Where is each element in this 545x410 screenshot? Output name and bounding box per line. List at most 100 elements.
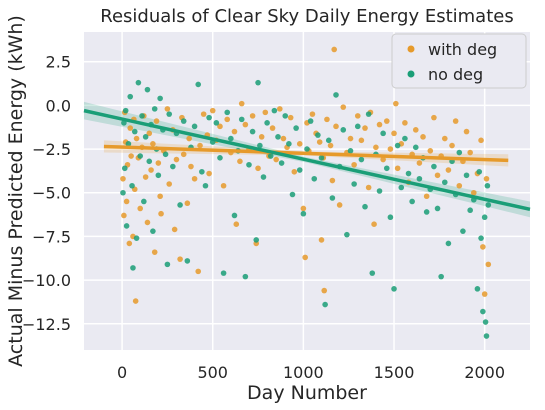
data-points [120,46,492,339]
data-point [195,81,202,88]
data-point [269,125,276,131]
x-tick-label: 0 [117,363,127,382]
legend-marker-with-deg [407,45,415,53]
data-point [166,181,173,187]
data-point [224,109,231,116]
data-point [255,165,261,172]
data-point [362,125,368,131]
data-point [195,268,202,275]
data-point [427,148,434,154]
data-point [242,273,249,280]
data-point [206,170,212,177]
legend-box [391,33,527,89]
data-point [220,270,227,276]
data-point [157,193,163,200]
data-point [282,113,289,119]
x-tick-label: 1000 [283,363,324,382]
data-point [273,156,279,163]
data-point [344,231,350,238]
data-point [155,172,162,179]
y-tick-label: −2.5 [32,140,71,159]
x-tick-label: 2000 [464,363,505,382]
data-point [383,165,390,172]
data-point [231,128,238,135]
data-point [180,151,187,158]
data-point [441,135,448,142]
data-point [481,214,488,221]
data-point [354,113,361,119]
data-point [158,210,164,217]
data-point [318,237,325,243]
data-point [351,181,357,187]
y-tick-label: −10.0 [22,271,71,290]
data-point [416,175,423,182]
data-point [484,182,491,189]
data-point [365,111,372,117]
data-point [380,130,386,137]
data-point [376,188,383,194]
data-point [480,244,486,250]
data-point [157,95,163,102]
data-point [289,191,296,198]
data-point [369,270,376,276]
data-point [380,156,386,163]
data-point [470,189,477,196]
data-point [153,118,160,124]
data-point [120,189,126,196]
data-point [130,265,136,271]
data-point [402,135,408,142]
data-point [445,240,452,247]
data-point [449,142,455,149]
data-point [434,172,441,179]
data-point [318,155,325,161]
data-point [376,121,383,128]
data-point [483,175,490,182]
data-point [191,123,198,130]
data-point [412,127,419,133]
data-point [177,202,183,208]
data-point [137,153,144,159]
data-point [329,177,336,184]
data-point [233,221,240,227]
data-point [188,163,194,170]
data-point [132,298,139,304]
data-point [416,160,423,166]
data-point [315,132,321,138]
data-point [142,134,149,140]
y-tick-label: −12.5 [22,315,71,334]
data-point [329,195,336,201]
data-point [431,114,437,121]
data-point [141,198,147,205]
data-point [296,167,303,173]
data-point [402,120,408,126]
data-point [293,125,299,131]
data-point [278,160,285,166]
data-point [197,142,203,149]
data-point [162,151,169,158]
data-point [434,205,441,212]
data-point [452,118,459,124]
data-point [483,333,490,339]
data-point [146,130,153,137]
chart-title: Residuals of Clear Sky Daily Energy Esti… [100,6,513,27]
data-point [280,135,287,142]
data-point [258,134,265,140]
data-point [476,168,483,175]
data-point [249,113,256,119]
data-point [423,193,430,200]
data-point [398,184,405,191]
data-point [164,106,171,112]
data-point [217,123,223,130]
data-point [296,141,303,147]
y-axis-label: Actual Minus Predicted Energy (kWh) [5,15,27,367]
data-point [478,137,484,144]
data-point [127,93,134,100]
data-point [463,128,470,135]
data-point [327,142,334,149]
data-point [267,153,274,159]
data-point [125,141,132,147]
data-point [135,79,142,86]
data-point [373,144,379,151]
data-point [237,158,243,165]
data-point [137,205,144,212]
